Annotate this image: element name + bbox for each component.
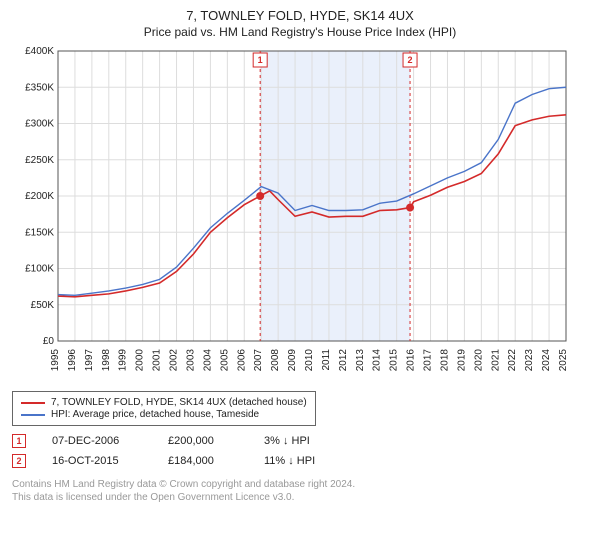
svg-text:2000: 2000 (135, 349, 146, 372)
svg-text:£100K: £100K (25, 264, 54, 275)
legend-box: 7, TOWNLEY FOLD, HYDE, SK14 4UX (detache… (12, 391, 316, 426)
sale-delta: 3% ↓ HPI (264, 435, 310, 447)
svg-text:2002: 2002 (169, 349, 180, 372)
svg-text:£250K: £250K (25, 155, 54, 166)
sale-price: £200,000 (168, 435, 238, 447)
svg-text:1999: 1999 (118, 349, 129, 372)
svg-text:1: 1 (258, 55, 263, 65)
svg-text:£200K: £200K (25, 191, 54, 202)
sale-date: 07-DEC-2006 (52, 435, 142, 447)
sale-marker: 2 (12, 454, 26, 468)
svg-text:2003: 2003 (185, 349, 196, 372)
svg-text:2001: 2001 (152, 349, 163, 372)
footer-attribution: Contains HM Land Registry data © Crown c… (12, 478, 588, 504)
sale-row: 2 16-OCT-2015 £184,000 11% ↓ HPI (12, 454, 588, 468)
svg-text:2013: 2013 (355, 349, 366, 372)
footer-line1: Contains HM Land Registry data © Crown c… (12, 478, 588, 491)
legend-label: HPI: Average price, detached house, Tame… (51, 409, 259, 420)
svg-text:£0: £0 (43, 336, 55, 347)
svg-text:2004: 2004 (202, 349, 213, 372)
svg-text:£300K: £300K (25, 119, 54, 130)
svg-text:2: 2 (408, 55, 413, 65)
svg-text:2024: 2024 (541, 349, 552, 372)
svg-text:2021: 2021 (490, 349, 501, 372)
sale-marker: 1 (12, 434, 26, 448)
price-chart: £0 £50K £100K £150K £200K £250K £300K £350K £400… (12, 45, 572, 385)
svg-text:2016: 2016 (406, 349, 417, 372)
chart-subtitle: Price paid vs. HM Land Registry's House … (12, 25, 588, 39)
footer-line2: This data is licensed under the Open Gov… (12, 491, 588, 504)
svg-text:1997: 1997 (84, 349, 95, 372)
svg-text:£50K: £50K (31, 300, 55, 311)
legend-item: 7, TOWNLEY FOLD, HYDE, SK14 4UX (detache… (21, 397, 307, 408)
svg-text:1996: 1996 (67, 349, 78, 372)
sale-price: £184,000 (168, 455, 238, 467)
svg-text:2022: 2022 (507, 349, 518, 372)
svg-text:2006: 2006 (236, 349, 247, 372)
sale-date: 16-OCT-2015 (52, 455, 142, 467)
svg-text:1995: 1995 (50, 349, 61, 372)
legend-swatch (21, 402, 45, 404)
svg-text:2025: 2025 (558, 349, 569, 372)
legend-swatch (21, 414, 45, 416)
svg-text:£150K: £150K (25, 227, 54, 238)
svg-text:2017: 2017 (423, 349, 434, 372)
svg-text:2010: 2010 (304, 349, 315, 372)
svg-text:2005: 2005 (219, 349, 230, 372)
svg-text:2023: 2023 (524, 349, 535, 372)
svg-text:2019: 2019 (456, 349, 467, 372)
svg-text:2015: 2015 (389, 349, 400, 372)
address-title: 7, TOWNLEY FOLD, HYDE, SK14 4UX (12, 8, 588, 23)
svg-text:2014: 2014 (372, 349, 383, 372)
svg-text:2009: 2009 (287, 349, 298, 372)
legend-label: 7, TOWNLEY FOLD, HYDE, SK14 4UX (detache… (51, 397, 307, 408)
svg-text:2007: 2007 (253, 349, 264, 372)
svg-text:1998: 1998 (101, 349, 112, 372)
sales-table: 1 07-DEC-2006 £200,000 3% ↓ HPI 2 16-OCT-2015… (12, 434, 588, 468)
svg-text:£350K: £350K (25, 82, 54, 93)
sale-row: 1 07-DEC-2006 £200,000 3% ↓ HPI (12, 434, 588, 448)
svg-text:2012: 2012 (338, 349, 349, 372)
svg-text:£400K: £400K (25, 46, 54, 57)
chart-container: £0 £50K £100K £150K £200K £250K £300K £350K £400… (12, 45, 588, 385)
svg-text:2008: 2008 (270, 349, 281, 372)
svg-text:2020: 2020 (473, 349, 484, 372)
svg-text:2011: 2011 (321, 349, 332, 371)
sale-delta: 11% ↓ HPI (264, 455, 315, 467)
svg-text:2018: 2018 (439, 349, 450, 372)
legend-item: HPI: Average price, detached house, Tame… (21, 409, 307, 420)
